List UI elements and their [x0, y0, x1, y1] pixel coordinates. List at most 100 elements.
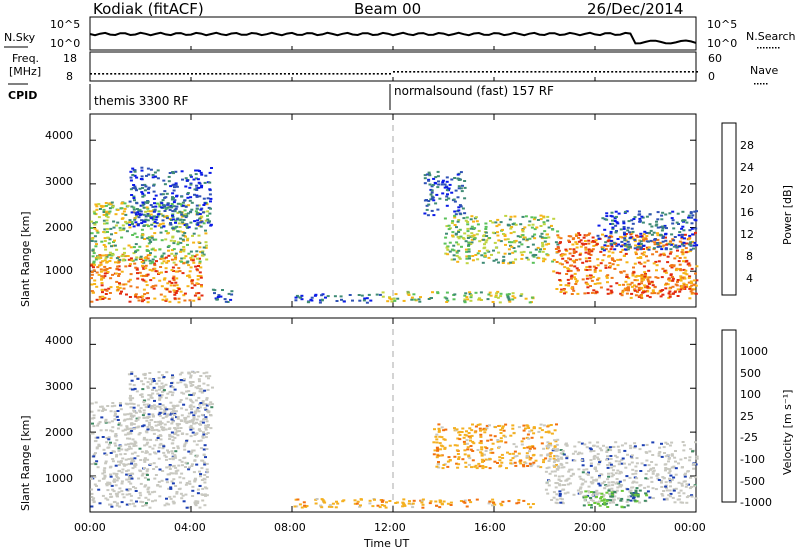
power-cell	[637, 286, 641, 289]
velocity-cell	[674, 487, 678, 490]
velocity-cell	[548, 458, 552, 461]
velocity-cell	[411, 502, 415, 505]
power-cell	[569, 275, 573, 278]
power-cell	[134, 221, 138, 224]
velocity-cell	[102, 448, 106, 451]
velocity-cell	[549, 452, 553, 454]
velocity-cell	[140, 395, 144, 398]
power-cell	[596, 278, 600, 281]
power-cell	[686, 263, 690, 266]
power-cell	[531, 261, 535, 264]
power-cell	[93, 283, 97, 285]
velocity-cell	[498, 459, 502, 462]
power-cell	[182, 219, 186, 221]
power-cbar-tick-16: 16	[740, 206, 754, 219]
power-cell	[174, 219, 178, 222]
power-cell	[640, 276, 644, 279]
freq-point	[102, 73, 105, 75]
power-cell	[133, 174, 137, 177]
velocity-cell	[562, 488, 566, 491]
power-cell	[171, 184, 175, 187]
velocity-cell	[151, 413, 155, 416]
power-cell	[462, 237, 466, 240]
power-cell	[613, 267, 617, 270]
power-cell	[556, 230, 560, 233]
velocity-cell	[120, 448, 124, 451]
power-cell	[638, 219, 642, 222]
power-cell	[450, 191, 454, 194]
power-cell	[683, 277, 687, 280]
power-cell	[455, 250, 459, 253]
power-cell	[182, 246, 186, 248]
power-cell	[630, 285, 634, 288]
power-cell	[678, 257, 682, 259]
power-cell	[150, 223, 154, 226]
velocity-cell	[542, 424, 546, 427]
power-cell	[629, 236, 633, 239]
velocity-cell	[133, 451, 137, 454]
power-cell	[103, 222, 106, 225]
power-cell	[506, 238, 510, 241]
velocity-cell	[154, 424, 158, 427]
velocity-cell	[209, 401, 213, 404]
power-cell	[412, 293, 416, 296]
velocity-cell	[507, 500, 511, 503]
power-cell	[672, 245, 676, 248]
velocity-cell	[546, 444, 550, 447]
velocity-cell	[159, 423, 163, 426]
velocity-cell	[107, 438, 111, 441]
power-cell	[100, 277, 104, 280]
power-cell	[510, 241, 514, 244]
velocity-cell	[479, 442, 483, 445]
power-cbar-tick-28: 28	[740, 139, 754, 152]
velocity-cell	[491, 451, 495, 454]
freq-point	[364, 73, 367, 75]
velocity-cell	[555, 423, 558, 426]
velocity-cell	[522, 424, 526, 427]
velocity-cell	[629, 499, 633, 502]
velocity-cell	[210, 403, 214, 406]
velocity-cell	[480, 448, 484, 451]
power-cell	[441, 181, 445, 184]
velocity-cell	[141, 414, 145, 417]
freq-label-2: [MHz]	[9, 65, 42, 78]
velocity-cell	[171, 420, 175, 423]
power-cell	[583, 240, 587, 242]
power-cell	[502, 255, 506, 258]
power-cell	[668, 252, 672, 255]
velocity-cell	[146, 491, 150, 494]
velocity-cell	[139, 494, 143, 497]
power-cell	[599, 286, 603, 289]
velocity-cell	[553, 439, 557, 442]
velocity-cell	[171, 391, 175, 394]
power-cell	[188, 270, 192, 273]
power-cell	[550, 224, 553, 227]
power-cell	[143, 201, 147, 204]
power-cell	[197, 234, 201, 237]
power-cell	[681, 248, 685, 251]
velocity-cell	[200, 467, 204, 470]
velocity-cell	[560, 498, 564, 501]
power-cell	[683, 233, 687, 236]
power-cell	[196, 219, 200, 222]
power-cell	[187, 226, 191, 229]
power-cell	[101, 254, 105, 257]
velocity-cell	[336, 502, 340, 505]
velocity-cell	[480, 452, 484, 455]
velocity-cell	[467, 455, 471, 458]
power-cell	[636, 235, 640, 238]
velocity-cell	[118, 402, 122, 404]
power-cell	[181, 204, 185, 207]
velocity-cell	[488, 467, 492, 470]
power-cell	[642, 248, 645, 250]
power-cell	[671, 285, 675, 288]
velocity-cell	[125, 478, 129, 481]
freq-point	[429, 71, 432, 73]
power-cell	[574, 233, 578, 236]
power-cell	[504, 243, 507, 246]
power-cell	[622, 226, 626, 228]
velocity-cell	[169, 385, 173, 388]
power-cell	[152, 197, 156, 200]
velocity-cell	[513, 450, 517, 453]
power-cell	[584, 234, 588, 237]
